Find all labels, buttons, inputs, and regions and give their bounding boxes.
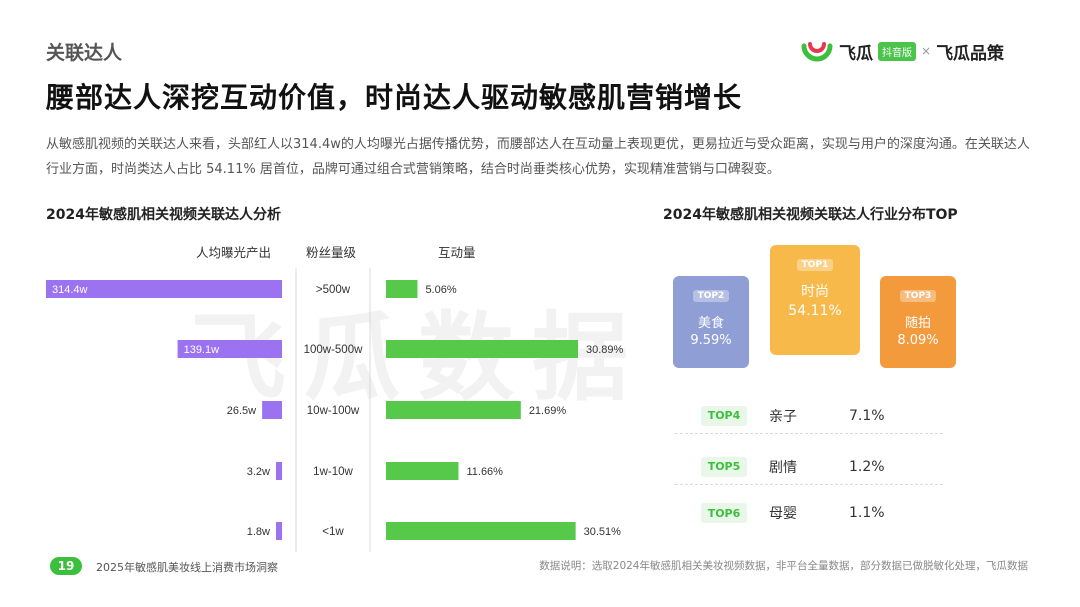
interaction-bar [386,280,418,298]
rank-row-top4: TOP4 亲子 7.1% [675,398,943,434]
fan-tier-label: 100w-500w [304,344,364,356]
rank-category: 母婴 [769,506,797,522]
description-paragraph: 从敏感肌视频的关联达人来看，头部红人以314.4w的人均曝光占据传播优势，而腰部… [46,137,1030,177]
page-number: 19 [50,557,82,575]
rank-category: 亲子 [769,408,797,425]
top1-tag: TOP1 [796,259,834,271]
rank-tag: TOP6 [701,503,747,523]
interaction-bar [386,340,578,358]
fan-tier-label: <1w [322,526,344,538]
top2-tag: TOP2 [692,290,730,302]
rank-value: 7.1% [849,407,885,424]
fan-tier-label: 1w-10w [313,466,353,478]
exposure-bar [46,280,282,298]
exposure-bar [262,401,282,419]
rank-tag: TOP5 [701,456,747,477]
fan-tier-label: 10w-100w [307,405,360,417]
exposure-label: 139.1w [184,344,220,356]
left-chart-title: 2024年敏感肌相关视频关联达人分析 [46,207,281,223]
rank-row-top5: TOP5 剧情 1.2% [675,449,943,485]
page-title: 腰部达人深挖互动价值，时尚达人驱动敏感肌营销增长 [46,81,743,114]
column-header-interaction: 互动量 [438,245,476,260]
rank-tag: TOP4 [701,405,747,426]
interaction-bar [386,522,576,540]
brand-name-secondary: 飞瓜品策 [936,43,1005,64]
rank-value: 1.1% [849,505,885,521]
exposure-bar [276,522,282,540]
exposure-label: 3.2w [247,466,270,478]
exposure-bar [177,340,282,358]
interaction-label: 30.89% [586,344,624,356]
exposure-label: 314.4w [52,284,88,296]
top1-category: 时尚 [801,284,829,300]
rank-category: 剧情 [769,459,797,476]
top2-card: TOP2 美食 9.59% [673,276,749,368]
brand-name: 飞瓜 [839,43,873,64]
section-label: 关联达人 [46,42,123,64]
top3-category: 随拍 [904,316,931,331]
report-name: 2025年敏感肌美妆线上消费市场洞察 [96,561,278,574]
column-header-fans: 粉丝量级 [306,245,357,260]
top2-value: 9.59% [690,333,732,348]
interaction-label: 30.51% [584,526,622,538]
top3-value: 8.09% [897,333,939,348]
brand-separator: × [921,44,932,58]
exposure-label: 1.8w [247,526,270,538]
exposure-bar [276,462,282,480]
brand-header: 飞瓜 抖音版 × 飞瓜品策 [800,38,1040,64]
column-header-exposure: 人均曝光产出 [196,245,272,260]
right-chart-title: 2024年敏感肌相关视频关联达人行业分布TOP [663,207,958,223]
top3-card: TOP3 随拍 8.09% [880,276,956,368]
rank-row-top6: TOP6 母婴 1.1% [675,495,943,531]
top1-value: 54.11% [788,303,842,319]
exposure-label: 26.5w [227,405,256,417]
top3-tag: TOP3 [899,290,937,302]
interaction-label: 11.66% [466,466,503,478]
interaction-bar [386,462,459,480]
rank-value: 1.2% [849,458,885,475]
fan-tier-label: >500w [316,284,351,296]
interaction-label: 21.69% [529,405,567,417]
source-note: 数据说明：选取2024年敏感肌相关美妆视频数据，非平台全量数据，部分数据已做脱敏… [539,560,1028,572]
interaction-label: 5.06% [425,284,456,296]
top1-card: TOP1 时尚 54.11% [770,245,860,355]
interaction-bar [386,401,521,419]
feigua-logo-icon [801,42,833,62]
top2-category: 美食 [697,316,724,331]
brand-badge: 抖音版 [878,41,916,61]
